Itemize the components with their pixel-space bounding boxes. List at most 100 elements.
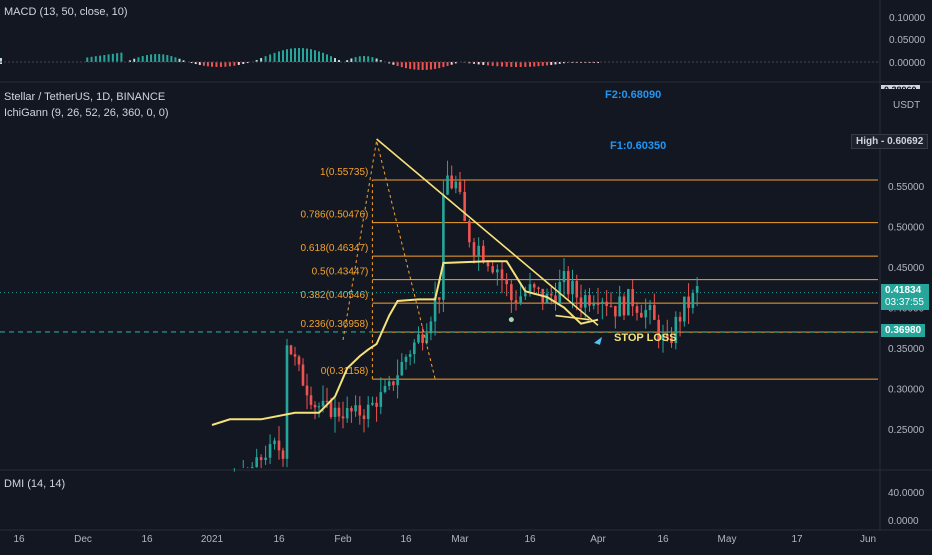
macd-hist-bar [405, 62, 407, 68]
candle-body [255, 457, 258, 467]
macd-hist-bar [367, 56, 369, 62]
macd-hist-bar [330, 56, 332, 62]
candle-body [510, 284, 513, 300]
macd-hist-bar [510, 62, 512, 67]
dmi-tick-0: 40.0000 [888, 488, 925, 499]
candle-body [417, 334, 420, 342]
macd-hist-bar [120, 53, 122, 62]
macd-hist-bar [224, 62, 226, 67]
trend-line [377, 139, 598, 325]
x-tick-6: 16 [400, 534, 412, 545]
macd-hist-bar [154, 54, 156, 62]
macd-hist-bar [426, 62, 428, 70]
candle-body [384, 386, 387, 392]
macd-hist-bar [238, 62, 240, 65]
candle-body [533, 284, 536, 287]
macd-hist-bar [322, 53, 324, 62]
candle-body [438, 297, 441, 300]
candle-body [575, 281, 578, 298]
price-tick-0: 0.55000 [888, 182, 925, 193]
candle-body [696, 286, 699, 293]
x-tick-11: May [718, 534, 737, 545]
candle-body [322, 401, 325, 406]
candle-body [524, 293, 527, 296]
macd-hist-bar [282, 50, 284, 62]
macd-hist-bar [220, 62, 222, 67]
candle-body [359, 405, 362, 415]
candle-body [687, 297, 690, 308]
candle-body [631, 289, 634, 306]
macd-hist-bar [363, 56, 365, 62]
candle-body [286, 345, 289, 458]
macd-hist-bar [355, 57, 357, 62]
candle-body [318, 406, 321, 407]
macd-tick-1: 0.05000 [889, 35, 926, 46]
macd-hist-bar [546, 62, 548, 65]
candle-body [302, 365, 305, 386]
candle-body [580, 298, 583, 308]
candle-body [614, 306, 617, 316]
candle-body [251, 467, 254, 468]
macd-hist-bar [302, 48, 304, 62]
macd-hist-bar [409, 62, 411, 69]
candle-body [290, 345, 293, 354]
indicator-title: IchiGann (9, 26, 52, 26, 360, 0, 0) [4, 107, 169, 119]
candle-body [683, 297, 686, 322]
macd-hist-bar [306, 49, 308, 62]
x-tick-4: 16 [273, 534, 285, 545]
candle-body [491, 266, 494, 272]
candle-body [367, 405, 370, 419]
candle-body [306, 386, 309, 396]
macd-hist-bar [438, 62, 440, 68]
macd-hist-bar [447, 62, 449, 66]
x-tick-7: Mar [451, 534, 469, 545]
macd-hist-bar [529, 62, 531, 67]
macd-hist-bar [286, 49, 288, 62]
high-tag: High - 0.60692 [851, 134, 928, 149]
x-tick-2: 16 [141, 534, 153, 545]
macd-hist-bar [162, 54, 164, 62]
price-tick-1: 0.50000 [888, 223, 925, 234]
candle-body [326, 401, 329, 402]
macd-hist-bar [150, 54, 152, 62]
candle-body [282, 450, 285, 458]
macd-hist-bar [207, 62, 209, 66]
macd-hist-bar [269, 54, 271, 62]
macd-hist-bar [538, 62, 540, 66]
macd-hist-bar [334, 58, 336, 62]
candle-body [363, 415, 366, 418]
candle-body [354, 405, 357, 411]
macd-hist-bar [524, 62, 526, 67]
macd-hist-bar [401, 62, 403, 67]
price-tick-4: 0.35000 [888, 344, 925, 355]
countdown: 03:37:55 [885, 297, 924, 308]
macd-hist-bar [430, 62, 432, 70]
candle-body [330, 401, 333, 417]
dmi-tick-1: 0.0000 [888, 516, 919, 527]
macd-hist-bar [350, 58, 352, 62]
candle-body [463, 192, 466, 221]
f2-label: F2:0.68090 [605, 89, 661, 101]
x-tick-10: 16 [657, 534, 669, 545]
x-tick-13: Jun [860, 534, 876, 545]
macd-hist-bar [314, 50, 316, 62]
macd-tick-2: 0.00000 [889, 58, 926, 69]
candle-body [487, 263, 490, 267]
macd-hist-bar [501, 62, 503, 67]
macd-hist-bar [550, 62, 552, 65]
candle-body [649, 305, 652, 310]
macd-hist-bar [274, 53, 276, 62]
x-tick-0: 16 [13, 534, 25, 545]
candle-body [338, 408, 341, 417]
macd-hist-bar [376, 58, 378, 62]
candle-body [519, 296, 522, 303]
candle-body [405, 357, 408, 362]
price-tick-2: 0.45000 [888, 263, 925, 274]
macd-hist-bar [533, 62, 535, 67]
candle-body [278, 441, 281, 451]
candle-body [692, 293, 695, 308]
macd-hist-bar [86, 57, 88, 62]
macd-hist-bar [318, 51, 320, 62]
